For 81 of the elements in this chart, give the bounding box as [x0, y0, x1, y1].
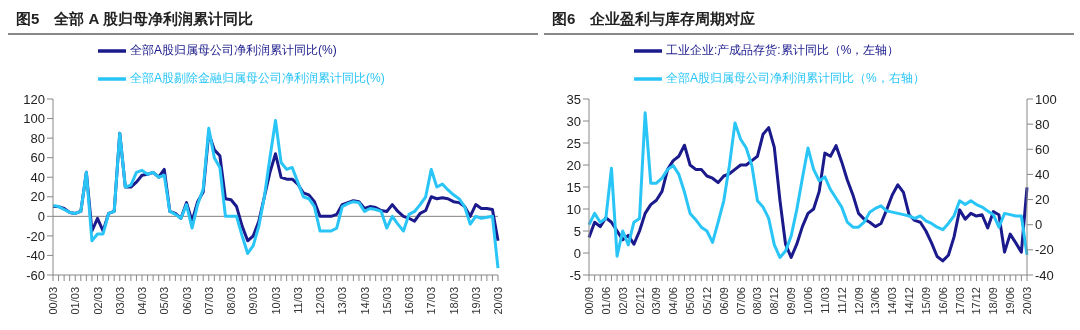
x-tick-label: 20/03 — [1021, 287, 1033, 315]
y-tick-label: 20 — [566, 157, 581, 173]
x-tick-label: 04/06 — [667, 287, 680, 315]
x-tick-label: 20/03 — [492, 287, 504, 315]
x-tick-label: 13/06 — [869, 287, 882, 315]
x-tick-label: 19/03 — [469, 287, 482, 315]
x-tick-label: 16/06 — [936, 287, 949, 315]
x-tick-label: 02/03 — [91, 287, 104, 315]
x-tick-label: 11/03 — [818, 287, 831, 314]
y2-tick-label: 100 — [1035, 91, 1057, 107]
x-tick-label: 11/03 — [291, 287, 304, 314]
y-tick-label: 25 — [566, 135, 581, 151]
y-tick-label: 15 — [566, 179, 581, 195]
x-tick-label: 08/03 — [225, 287, 237, 315]
x-tick-label: 08/12 — [768, 287, 781, 315]
x-tick-label: 11/12 — [835, 287, 848, 314]
x-tick-label: 15/03 — [380, 287, 393, 315]
x-tick-label: 14/12 — [903, 287, 916, 315]
x-tick-label: 01/03 — [69, 287, 82, 315]
x-tick-label: 19/06 — [1004, 287, 1017, 315]
y-tick-label: -5 — [569, 267, 581, 283]
y-tick-label: 20 — [30, 189, 45, 205]
x-tick-label: 14/03 — [358, 287, 371, 315]
y-tick-label: 35 — [566, 91, 581, 107]
x-tick-label: 07/06 — [734, 287, 747, 315]
legend-label: 工业企业:产成品存货:累计同比（%，左轴） — [666, 43, 900, 58]
x-tick-label: 00/09 — [583, 287, 595, 315]
x-tick-label: 02/03 — [616, 287, 629, 315]
y-tick-label: 40 — [30, 169, 45, 185]
x-tick-label: 17/12 — [970, 287, 983, 315]
y-tick-label: 10 — [566, 201, 581, 217]
x-tick-label: 18/03 — [447, 287, 460, 315]
y-tick-label: 100 — [23, 111, 45, 127]
legend-label: 全部A股剔除金融归属母公司净利润累计同比(%) — [130, 71, 385, 86]
x-tick-label: 06/09 — [717, 287, 730, 315]
x-tick-label: 13/03 — [336, 287, 349, 315]
chart-title: 图6 企业盈利与库存周期对应 — [544, 8, 1074, 35]
x-tick-label: 03/09 — [650, 287, 663, 315]
y2-tick-label: -40 — [1035, 267, 1054, 283]
x-tick-label: 12/09 — [852, 287, 865, 315]
x-tick-label: 06/03 — [180, 287, 193, 315]
x-tick-label: 17/03 — [425, 287, 438, 315]
x-tick-label: 16/03 — [403, 287, 415, 315]
y-tick-label: 60 — [30, 150, 45, 166]
x-tick-label: 10/06 — [802, 287, 814, 315]
y-tick-label: 30 — [566, 113, 581, 129]
y-tick-label: 0 — [37, 208, 45, 224]
x-tick-label: 10/03 — [269, 287, 282, 315]
y-tick-label: -40 — [26, 248, 45, 264]
legend-label: 全部A股归属母公司净利润累计同比（%，右轴） — [666, 71, 925, 86]
x-tick-label: 07/03 — [202, 287, 215, 315]
y2-tick-label: 0 — [1035, 217, 1043, 233]
y-tick-label: -60 — [26, 267, 45, 283]
y-tick-label: 5 — [573, 223, 581, 239]
x-tick-label: 09/09 — [785, 287, 798, 315]
x-tick-label: 17/03 — [953, 287, 966, 315]
y2-tick-label: 60 — [1035, 141, 1050, 157]
x-tick-label: 12/03 — [314, 287, 326, 315]
y2-tick-label: -20 — [1035, 242, 1054, 258]
y-tick-label: 120 — [23, 91, 45, 107]
y2-tick-label: 20 — [1035, 192, 1050, 208]
x-tick-label: 05/12 — [700, 287, 713, 315]
x-tick-label: 08/03 — [751, 287, 764, 315]
y-tick-label: 0 — [573, 245, 581, 261]
x-tick-label: 04/03 — [136, 287, 148, 315]
x-tick-label: 14/03 — [886, 287, 899, 315]
y-tick-label: -20 — [26, 228, 45, 244]
x-tick-label: 02/12 — [633, 287, 646, 315]
x-tick-label: 00/03 — [47, 287, 59, 315]
x-tick-label: 15/09 — [919, 287, 932, 315]
y2-tick-label: 40 — [1035, 167, 1050, 183]
y-tick-label: 80 — [30, 130, 45, 146]
x-tick-label: 18/09 — [987, 287, 1000, 315]
y2-tick-label: 80 — [1035, 116, 1050, 132]
chart-title: 图5 全部 A 股归母净利润累计同比 — [8, 8, 538, 35]
x-tick-label: 05/03 — [684, 287, 697, 315]
x-tick-label: 03/03 — [113, 287, 126, 315]
x-tick-label: 09/03 — [247, 287, 260, 315]
x-tick-label: 05/03 — [158, 287, 171, 315]
legend-label: 全部A股归属母公司净利润累计同比(%) — [130, 43, 337, 58]
x-tick-label: 01/06 — [599, 287, 612, 315]
